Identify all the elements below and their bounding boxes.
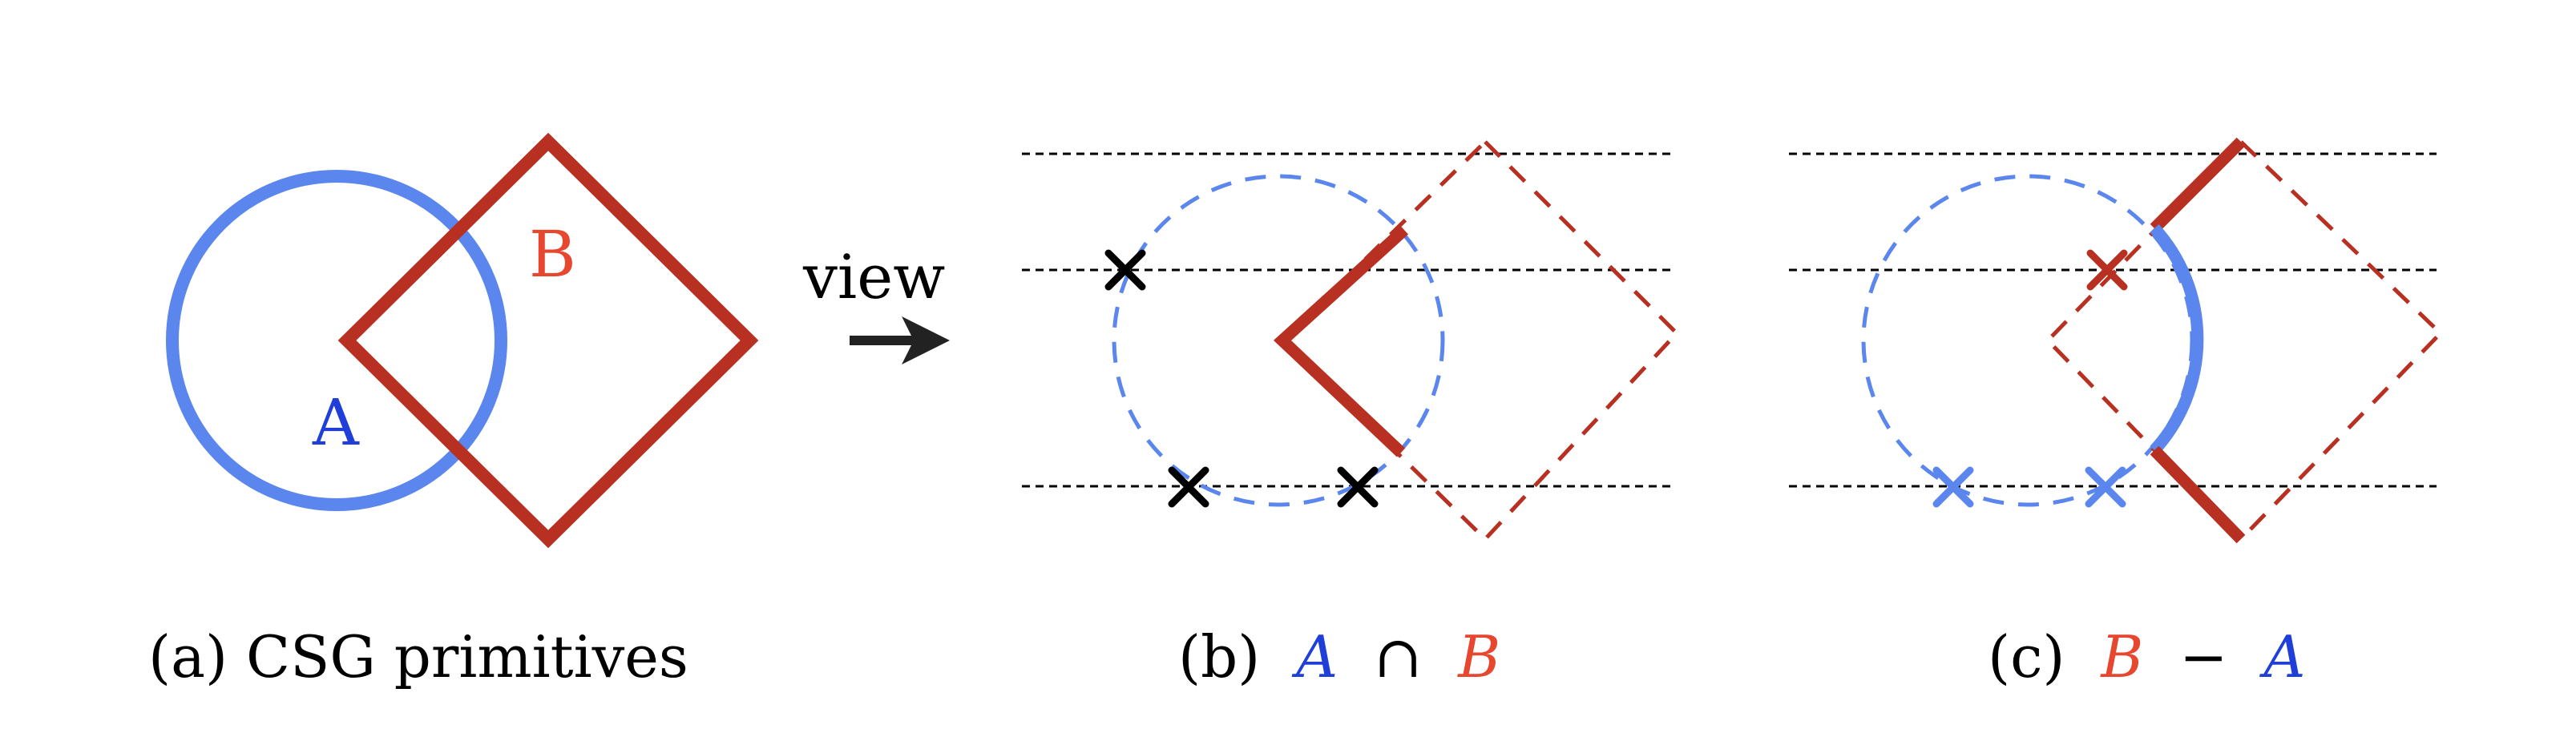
panel-c: (c) B − A [1789, 137, 2444, 691]
caption-c-prefix: (c) [1988, 623, 2065, 691]
panel-a: B A (a) CSG primitives [148, 132, 759, 691]
a-marker-1 [1932, 466, 1974, 508]
view-arrow: view [802, 241, 950, 364]
miss-marker-3 [1337, 466, 1379, 508]
primitive-b-diamond [337, 132, 759, 549]
a-marker-2 [2085, 466, 2126, 508]
intersection-surface [1273, 225, 1409, 457]
miss-marker-2 [1168, 466, 1209, 508]
primitive-b-dashed-diamond [1279, 139, 1680, 542]
caption-c-a: A [2259, 623, 2305, 691]
caption-a: (a) CSG primitives [148, 623, 688, 691]
caption-c: (c) B − A [1988, 623, 2305, 691]
caption-b-op: ∩ [1374, 623, 1422, 691]
difference-surface-top [2150, 137, 2246, 233]
panel-b: (b) A ∩ B [1022, 139, 1680, 691]
caption-b-a: A [1291, 623, 1338, 691]
label-b: B [529, 217, 576, 292]
label-a: A [312, 385, 360, 460]
primitive-a-dashed-circle [1112, 174, 1445, 507]
caption-c-op: − [2179, 623, 2227, 691]
difference-surface-bottom [2150, 445, 2246, 544]
arrow-right-icon [902, 316, 950, 364]
difference-surface-arc [2150, 223, 2204, 455]
primitive-a-circle [166, 170, 507, 511]
caption-b-b: B [1456, 623, 1500, 691]
primitive-b-dashed-diamond [2045, 139, 2444, 542]
primitive-a-dashed-circle [1861, 174, 2194, 507]
caption-b: (b) A ∩ B [1178, 623, 1500, 691]
caption-c-b: B [2099, 623, 2143, 691]
caption-b-prefix: (b) [1178, 623, 1260, 691]
b-marker [2086, 249, 2128, 291]
miss-marker-1 [1104, 249, 1146, 291]
view-label: view [802, 241, 945, 312]
